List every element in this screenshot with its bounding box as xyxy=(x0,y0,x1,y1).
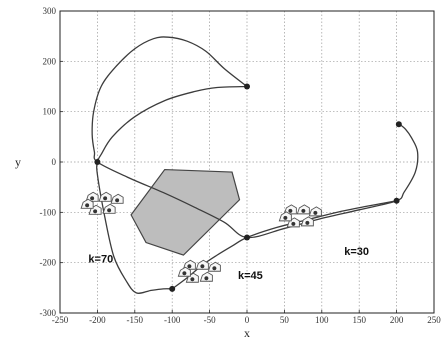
vessel-marker xyxy=(199,271,213,282)
vessel-marker xyxy=(300,216,314,227)
waypoint-marker xyxy=(169,285,176,292)
y-tick-label: 200 xyxy=(43,56,57,66)
waypoint-marker xyxy=(393,197,400,204)
x-tick-label: -200 xyxy=(89,315,106,325)
x-tick-label: 0 xyxy=(245,315,250,325)
vessel-marker xyxy=(98,191,112,202)
x-tick-labels: -250 -200 -150 -100 -50 0 50 100 150 200 250 xyxy=(52,310,441,325)
y-tick-label: 100 xyxy=(43,107,57,117)
x-tick-label: -50 xyxy=(204,315,216,325)
vessel-marker xyxy=(278,211,292,222)
k-annotation: k=30 xyxy=(344,246,369,258)
k-annotation: k=45 xyxy=(238,270,263,282)
x-tick-label: 250 xyxy=(427,315,441,325)
vessel-layer xyxy=(80,191,322,283)
vessel-marker xyxy=(102,203,116,214)
y-tick-labels: -300 -200 -100 0 100 200 300 xyxy=(40,6,63,318)
obstacle-layer xyxy=(130,168,241,256)
waypoint-layer xyxy=(94,83,402,292)
y-tick-label: 300 xyxy=(43,6,57,16)
obstacle-polygon xyxy=(130,168,241,256)
grid xyxy=(60,11,434,313)
waypoint-marker xyxy=(395,121,402,128)
x-tick-label: -100 xyxy=(164,315,181,325)
x-tick-label: 200 xyxy=(390,315,404,325)
waypoint-marker xyxy=(244,234,250,241)
y-tick-label: -100 xyxy=(40,207,57,217)
k-annotation: k=70 xyxy=(88,254,113,266)
vessel-marker xyxy=(88,204,102,215)
vessel-marker xyxy=(207,261,221,272)
vessel-group xyxy=(278,204,322,228)
x-tick-label: 100 xyxy=(315,315,329,325)
trajectory-line-2 xyxy=(91,36,419,239)
vessel-marker xyxy=(185,272,199,283)
waypoint-marker xyxy=(94,159,101,165)
vessel-marker xyxy=(308,206,322,217)
y-tick-label: -200 xyxy=(40,258,57,268)
vessel-marker xyxy=(296,204,310,215)
vessel-group xyxy=(80,191,124,215)
x-axis-label: x xyxy=(244,326,250,340)
vessel-marker xyxy=(195,259,209,270)
vessel-marker xyxy=(80,198,94,209)
x-tick-label: -150 xyxy=(127,315,144,325)
x-tick-label: 50 xyxy=(280,315,290,325)
vessel-marker xyxy=(182,259,196,270)
y-tick-label: -300 xyxy=(40,308,57,318)
waypoint-marker xyxy=(244,83,250,90)
vessel-group xyxy=(177,259,221,283)
vessel-marker xyxy=(283,204,297,215)
vessel-marker xyxy=(177,266,191,277)
y-tick-label: 0 xyxy=(52,157,57,167)
trajectory-line-1 xyxy=(96,85,248,294)
annotation-layer: k=70 k=45 k=30 xyxy=(88,246,369,282)
vessel-marker xyxy=(110,193,124,204)
y-axis-label: y xyxy=(15,155,21,169)
x-tick-label: -250 xyxy=(52,315,69,325)
x-tick-label: 150 xyxy=(352,315,366,325)
vessel-marker xyxy=(85,191,99,202)
vessel-marker xyxy=(286,217,300,228)
